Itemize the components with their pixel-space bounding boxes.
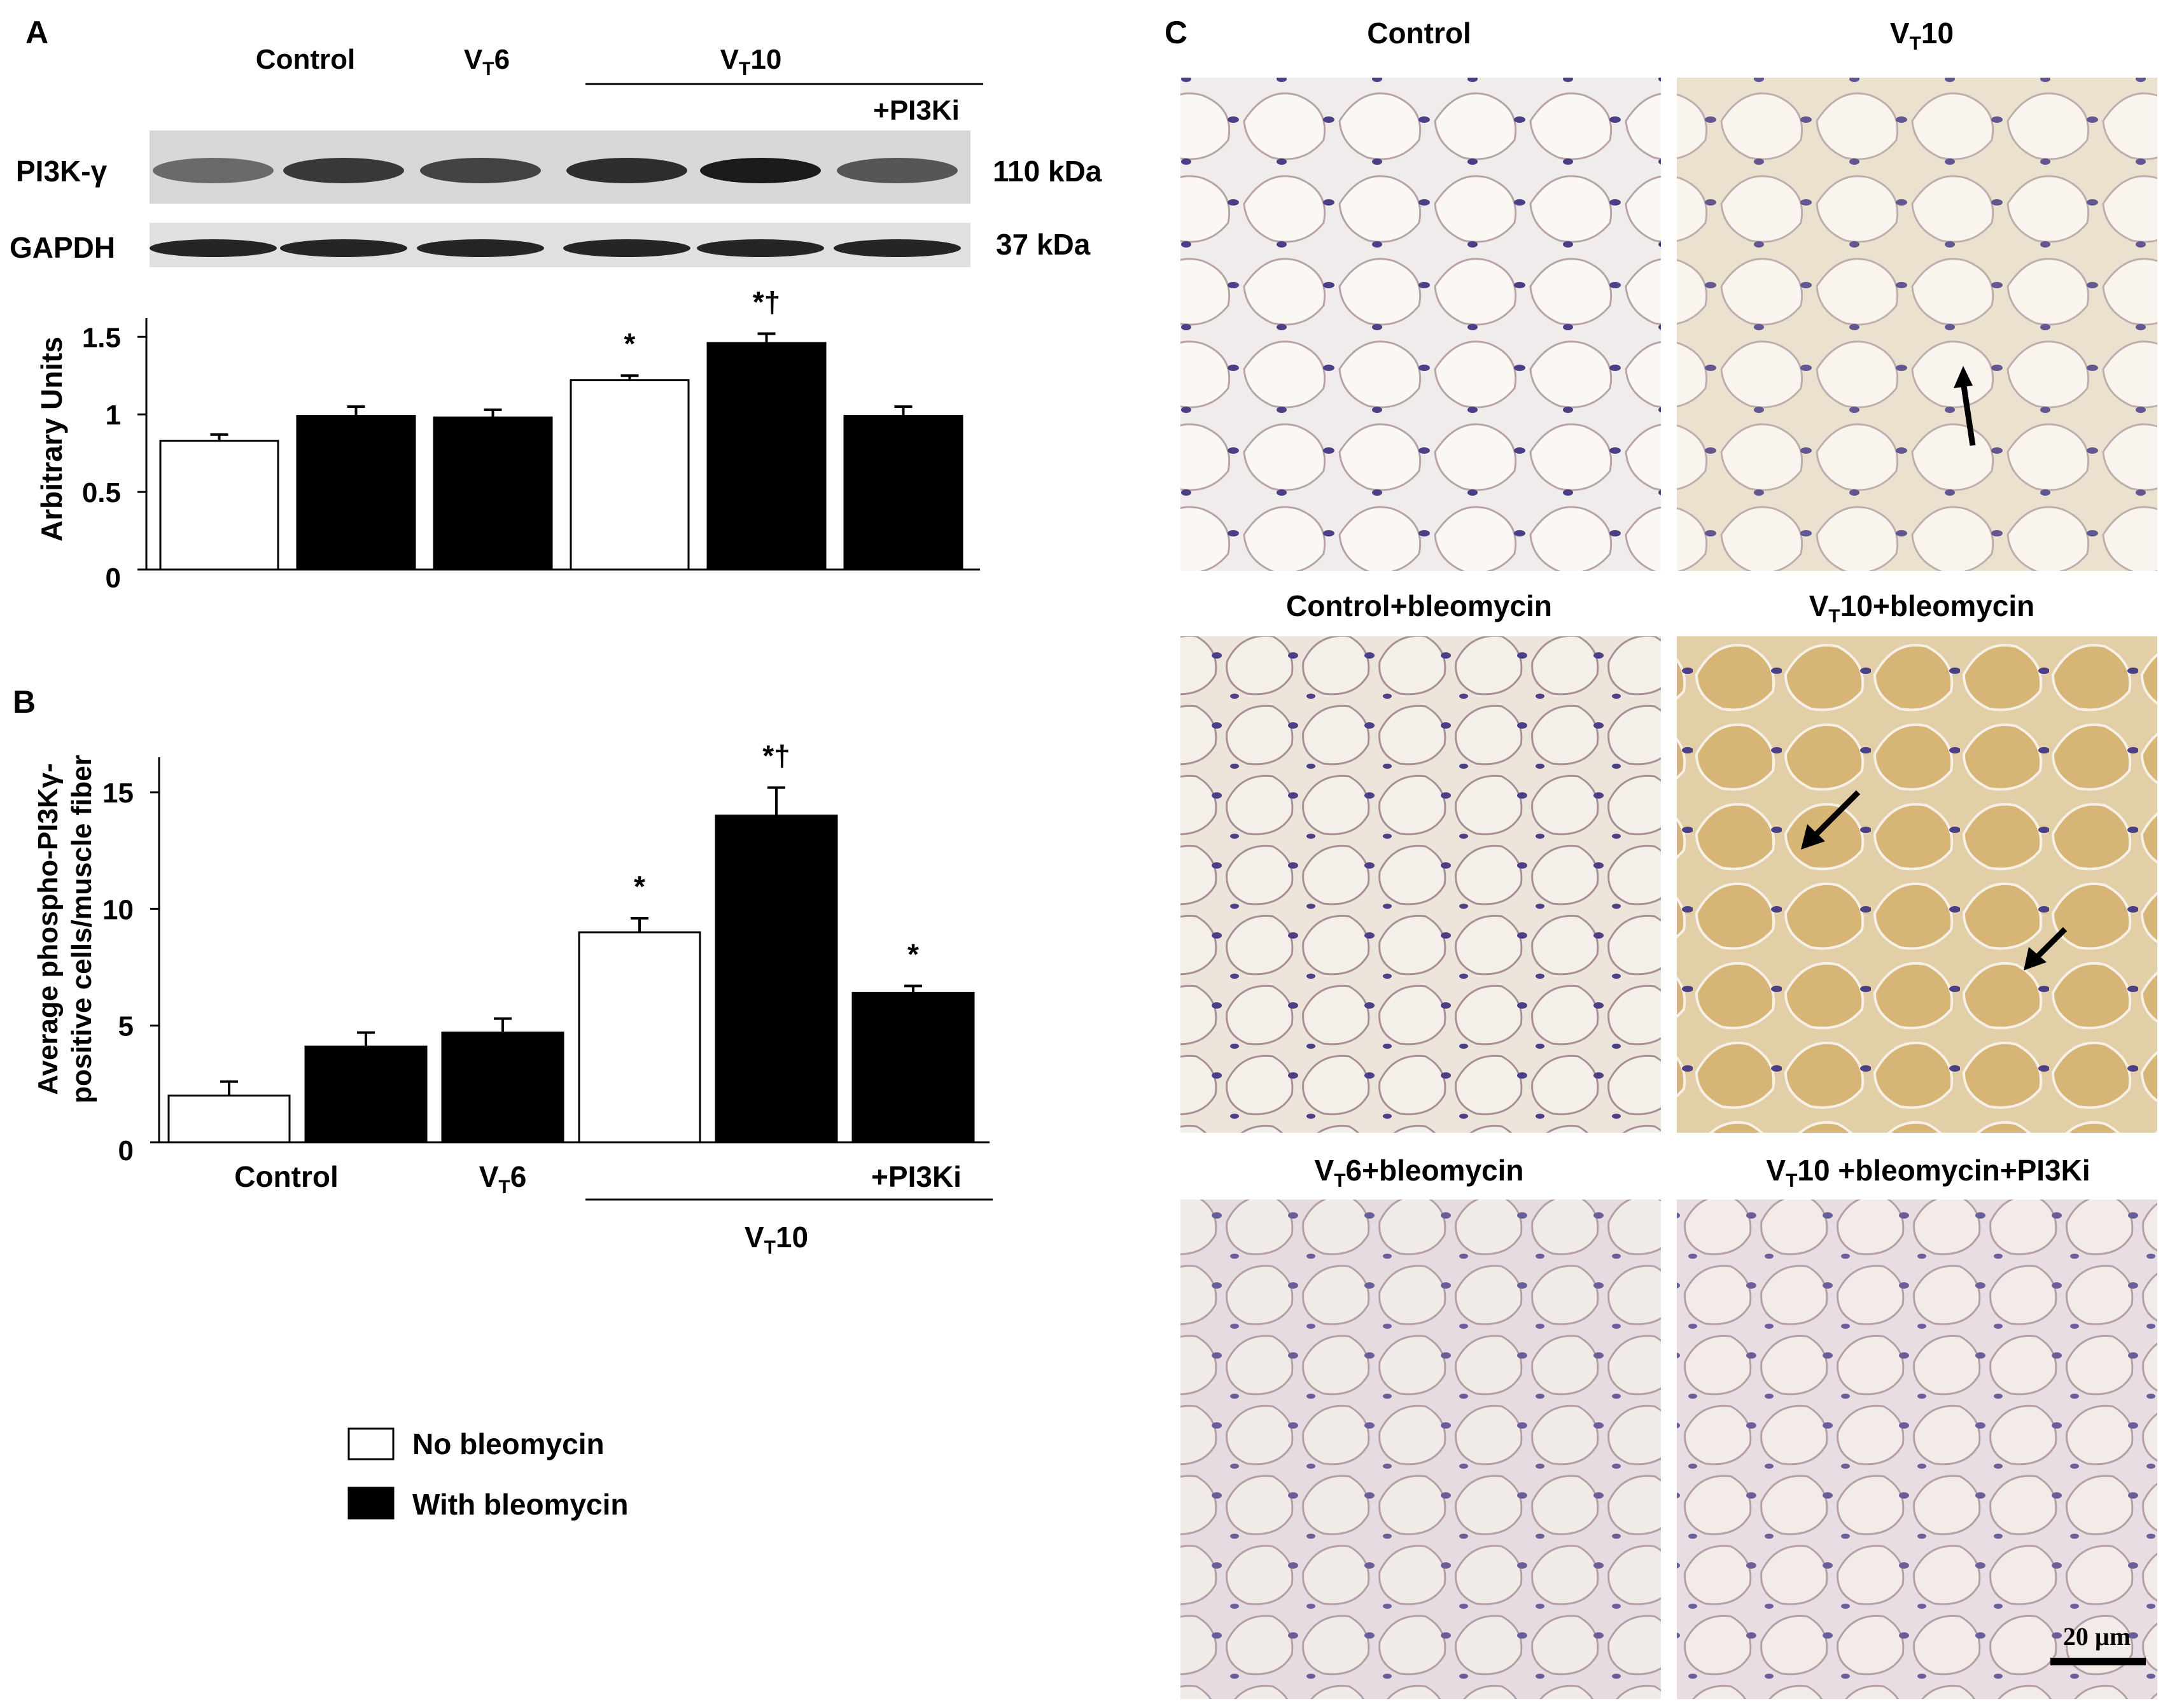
micrograph-title-5: VT6+bleomycin (1315, 1154, 1524, 1191)
bar (578, 931, 701, 1144)
y-tick-label: 15 (102, 778, 134, 809)
blot-header-control: Control (256, 44, 355, 75)
micrograph-title-1: Control (1367, 17, 1471, 50)
bar (304, 1046, 428, 1144)
western-blot: Control VT6 VT10 +PI3Ki PI3K-γ 110 kDa G… (10, 44, 1102, 267)
blot-header-pi3ki: +PI3Ki (873, 95, 960, 126)
legend: No bleomycin With bleomycin (347, 1427, 629, 1521)
scale-bar-label: 20 µm (2063, 1622, 2131, 1651)
chart-b-xlabel-pi3ki: +PI3Ki (871, 1160, 962, 1193)
legend-swatch-with-bleomycin (347, 1487, 395, 1520)
y-tick-label: 0 (106, 563, 121, 594)
blot-row1-label: PI3K-γ (16, 155, 108, 188)
significance-marker: *† (762, 739, 790, 773)
blot-header-vt6: VT6 (464, 44, 510, 80)
blot-band-gapdh (417, 239, 544, 257)
micrograph-2 (1677, 78, 2157, 571)
panel-label-c: C (1165, 15, 1187, 50)
blot-row2-label: GAPDH (10, 231, 115, 264)
bar (715, 815, 838, 1144)
micrograph-5 (1180, 1200, 1661, 1699)
bar (843, 415, 963, 571)
panel-label-b: B (13, 684, 36, 720)
blot-band-gapdh (150, 239, 277, 257)
arrowhead-icon (1801, 824, 1825, 850)
significance-marker: *† (753, 285, 780, 318)
blot-band-pi3k (700, 158, 821, 183)
chart-b-ylabel-line2: positive cells/muscle fiber (66, 755, 97, 1103)
chart-b-ylabel-line1: Average phospho-PI3Kγ- (32, 763, 64, 1095)
bar (433, 416, 553, 571)
blot-row1-mw: 110 kDa (993, 155, 1102, 188)
significance-marker: * (907, 937, 919, 970)
blot-band-pi3k (153, 158, 274, 183)
y-tick-label: 1 (106, 400, 121, 431)
chart-b: Average phospho-PI3Kγ- positive cells/mu… (32, 739, 993, 1258)
panel-label-a: A (25, 15, 48, 50)
y-tick-label: 1.5 (82, 322, 121, 353)
micrograph-title-2: VT10 (1890, 17, 1954, 54)
chart-a-ylabel: Arbitrary Units (35, 337, 68, 542)
bar (441, 1032, 564, 1144)
micrograph-title-6: VT10 +bleomycin+PI3Ki (1766, 1154, 2090, 1191)
micrograph-grid: Control VT10 Control+bleomycin VT10+bleo… (1180, 17, 2157, 1699)
y-tick-label: 0.5 (82, 477, 121, 508)
blot-band-gapdh (834, 239, 961, 257)
blot-band-pi3k (837, 158, 958, 183)
chart-b-xlabel-vt6: VT6 (479, 1160, 527, 1198)
micrograph-3 (1180, 636, 1661, 1133)
arrow-icon (1960, 381, 1976, 446)
blot-band-pi3k (566, 158, 687, 183)
legend-label-with-bleomycin: With bleomycin (412, 1488, 629, 1521)
bar (570, 379, 690, 571)
micrograph-1 (1180, 78, 1661, 571)
chart-a: Arbitrary Units 0 0.5 1 1.5 * *† (35, 285, 980, 594)
blot-row2-mw: 37 kDa (996, 228, 1091, 261)
micrograph-4 (1677, 636, 2157, 1133)
blot-band-gapdh (697, 239, 824, 257)
arrow-icon (2034, 927, 2068, 960)
blot-bands (150, 158, 961, 257)
arrow-icon (1811, 790, 1861, 839)
y-tick-label: 0 (118, 1135, 134, 1166)
bar (296, 415, 416, 571)
legend-label-no-bleomycin: No bleomycin (412, 1427, 605, 1460)
arrowhead-icon (1954, 366, 1973, 388)
blot-band-pi3k (420, 158, 541, 183)
bar (851, 991, 975, 1144)
bar (167, 1095, 291, 1144)
y-tick-label: 10 (102, 894, 134, 925)
scale-bar (2050, 1658, 2146, 1665)
significance-marker: * (634, 870, 645, 903)
bar (706, 342, 827, 571)
micrograph-title-4: VT10+bleomycin (1809, 589, 2035, 627)
legend-swatch-no-bleomycin (347, 1427, 395, 1460)
blot-band-pi3k (283, 158, 404, 183)
chart-b-xlabel-control: Control (234, 1160, 339, 1193)
micrograph-6: 20 µm (1677, 1200, 2157, 1699)
bar (159, 440, 279, 571)
arrowhead-icon (2024, 947, 2047, 970)
blot-band-gapdh (563, 239, 690, 257)
chart-b-xlabel-vt10: VT10 (745, 1221, 808, 1258)
blot-band-gapdh (280, 239, 407, 257)
y-tick-label: 5 (118, 1011, 134, 1042)
micrograph-title-3: Control+bleomycin (1286, 589, 1552, 622)
significance-marker: * (624, 327, 636, 360)
blot-header-vt10: VT10 (720, 44, 782, 80)
